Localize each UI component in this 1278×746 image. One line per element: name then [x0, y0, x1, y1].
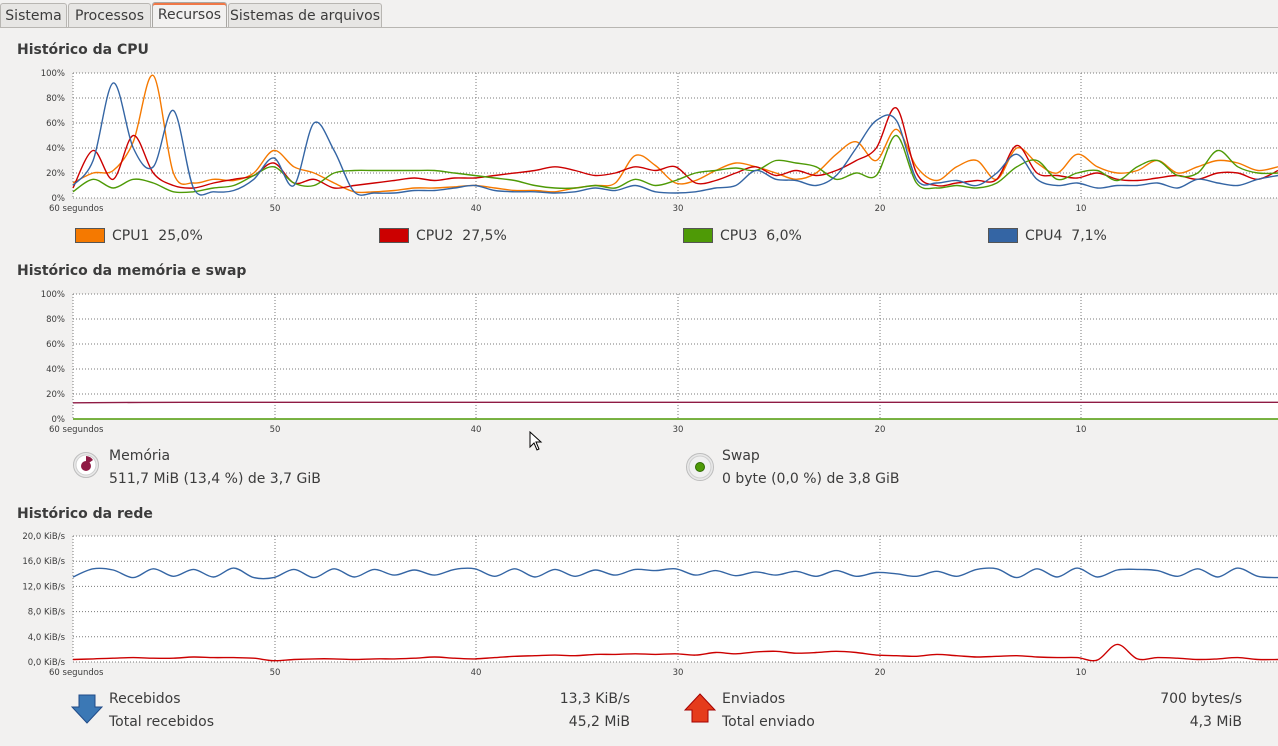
- cpu-y-tick-label: 20%: [46, 169, 65, 179]
- swap-label: Swap: [722, 448, 760, 464]
- cpu-series-cpu3: [72, 134, 1278, 194]
- cpu-x-tick-label: 50: [270, 204, 281, 214]
- network-y-tick-label: 8,0 KiB/s: [28, 608, 66, 618]
- memory-plot: 100% 80% 60% 40% 20% 0%60 segundos 50 40 30 20 10: [41, 290, 1278, 435]
- cpu-series-cpu1: [72, 74, 1278, 194]
- network-x-tick-label: 10: [1076, 668, 1087, 678]
- network-series-recebidos: [72, 567, 1278, 580]
- cpu-series-cpu2: [72, 107, 1278, 189]
- memory-y-tick-label: 20%: [46, 390, 65, 400]
- network-series-enviados: [72, 643, 1278, 662]
- cpu-x-tick-label: 30: [673, 204, 684, 214]
- received-value: 13,3 KiB/s: [559, 691, 630, 707]
- network-x-tick-label: 60 segundos: [49, 668, 104, 678]
- total-received-label: Total recebidos: [109, 714, 215, 730]
- total-received-value: 45,2 MiB: [568, 714, 630, 730]
- total-sent-label: Total enviado: [722, 714, 815, 730]
- network-x-tick-label: 30: [673, 668, 684, 678]
- cpu2-legend-label: CPU2 27,5%: [416, 228, 507, 244]
- cpu-y-tick-label: 100%: [41, 69, 65, 79]
- cpu-plot-area: [73, 73, 1278, 198]
- network-plot: 20,0 KiB/s 16,0 KiB/s 12,0 KiB/s 8,0 KiB/s 4…: [22, 532, 1278, 678]
- cpu1-color-swatch[interactable]: [75, 228, 105, 243]
- cpu1-legend-label: CPU1 25,0%: [112, 228, 203, 244]
- memory-x-tick-label: 60 segundos: [49, 425, 104, 435]
- sent-label: Enviados: [722, 691, 786, 707]
- cpu-y-tick-label: 0%: [52, 194, 66, 204]
- tab-sistema[interactable]: Sistema: [0, 3, 67, 27]
- sent-value: 700 bytes/s: [1160, 691, 1242, 707]
- received-label: Recebidos: [109, 691, 181, 707]
- network-x-tick-label: 20: [875, 668, 886, 678]
- cpu-series-cpu4: [72, 82, 1278, 196]
- network-y-tick-label: 16,0 KiB/s: [22, 557, 65, 567]
- cpu-x-tick-label: 10: [1076, 204, 1087, 214]
- network-x-tick-label: 40: [471, 668, 482, 678]
- memory-x-tick-label: 40: [471, 425, 482, 435]
- mouse-cursor-icon: [529, 431, 543, 451]
- network-y-tick-label: 0,0 KiB/s: [28, 658, 66, 668]
- cpu-y-tick-label: 60%: [46, 119, 65, 129]
- network-x-tick-label: 50: [270, 668, 281, 678]
- cpu-section-title: Histórico da CPU: [17, 42, 149, 58]
- memory-plot-area: [73, 294, 1278, 419]
- cpu-plot: 100% 80% 60% 40% 20% 0%60 segundos 50 40 30 20 10: [41, 69, 1278, 214]
- cpu-x-tick-label: 20: [875, 204, 886, 214]
- tab-recursos[interactable]: Recursos: [152, 2, 227, 28]
- download-arrow-icon[interactable]: [71, 694, 103, 724]
- cpu2-color-swatch[interactable]: [379, 228, 409, 243]
- memory-y-tick-label: 100%: [41, 290, 65, 300]
- memory-y-tick-label: 40%: [46, 365, 65, 375]
- cpu4-legend-label: CPU4 7,1%: [1025, 228, 1107, 244]
- cpu3-legend-label: CPU3 6,0%: [720, 228, 802, 244]
- memory-label: Memória: [109, 448, 171, 464]
- memory-y-tick-label: 60%: [46, 340, 65, 350]
- cpu-y-tick-label: 80%: [46, 94, 65, 104]
- tab-bar: Sistema Processos Recursos Sistemas de a…: [0, 0, 1278, 28]
- cpu3-color-swatch[interactable]: [683, 228, 713, 243]
- cpu4-color-swatch[interactable]: [988, 228, 1018, 243]
- network-y-tick-label: 4,0 KiB/s: [28, 633, 66, 643]
- tab-sistemas-de-arquivos[interactable]: Sistemas de arquivos: [228, 3, 382, 27]
- memory-section-title: Histórico da memória e swap: [17, 263, 247, 279]
- memory-pie-icon[interactable]: [73, 452, 99, 478]
- network-section-title: Histórico da rede: [17, 506, 153, 522]
- tab-processos[interactable]: Processos: [68, 3, 151, 27]
- memory-value: 511,7 MiB (13,4 %) de 3,7 GiB: [109, 471, 321, 487]
- memory-y-tick-label: 80%: [46, 315, 65, 325]
- tab-divider: [0, 27, 1278, 28]
- network-y-tick-label: 12,0 KiB/s: [22, 582, 65, 592]
- network-plot-area: [73, 536, 1278, 662]
- memory-x-tick-label: 50: [270, 425, 281, 435]
- memory-x-tick-label: 30: [673, 425, 684, 435]
- memory-x-tick-label: 20: [875, 425, 886, 435]
- memory-y-tick-label: 0%: [52, 415, 66, 425]
- memory-x-tick-label: 10: [1076, 425, 1087, 435]
- total-sent-value: 4,3 MiB: [1189, 714, 1242, 730]
- swap-value: 0 byte (0,0 %) de 3,8 GiB: [722, 471, 900, 487]
- cpu-y-tick-label: 40%: [46, 144, 65, 154]
- network-y-tick-label: 20,0 KiB/s: [22, 532, 65, 542]
- cpu-x-tick-label: 60 segundos: [49, 204, 104, 214]
- swap-pie-icon[interactable]: [686, 453, 714, 481]
- upload-arrow-icon[interactable]: [684, 693, 716, 723]
- cpu-x-tick-label: 40: [471, 204, 482, 214]
- memory-series-mem-ria: [72, 401, 1278, 404]
